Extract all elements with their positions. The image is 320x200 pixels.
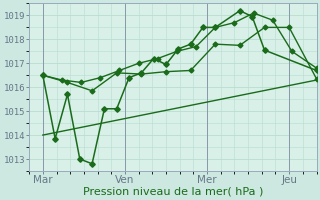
X-axis label: Pression niveau de la mer( hPa ): Pression niveau de la mer( hPa ) bbox=[83, 187, 263, 197]
